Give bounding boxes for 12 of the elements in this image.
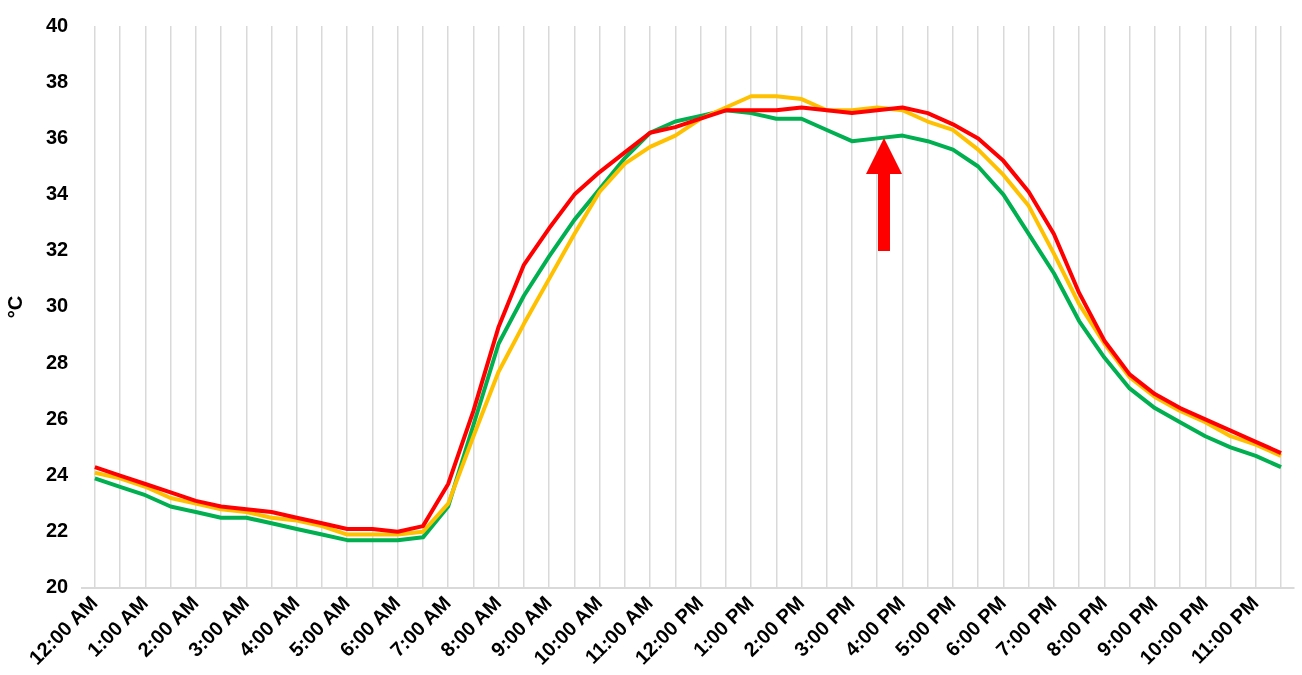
y-tick-label: 38 — [46, 69, 69, 92]
y-tick-label: 22 — [46, 519, 69, 542]
y-tick-label: 30 — [46, 294, 69, 317]
y-tick-label: 24 — [46, 463, 70, 486]
y-tick-label: 20 — [46, 575, 69, 598]
y-tick-label: 36 — [46, 125, 69, 148]
y-tick-label: 26 — [46, 406, 69, 429]
y-tick-label: 32 — [46, 238, 69, 261]
y-axis-title: °C — [3, 295, 26, 319]
y-tick-label: 34 — [46, 182, 70, 205]
y-tick-label: 40 — [46, 13, 69, 36]
y-tick-label: 28 — [46, 350, 69, 373]
